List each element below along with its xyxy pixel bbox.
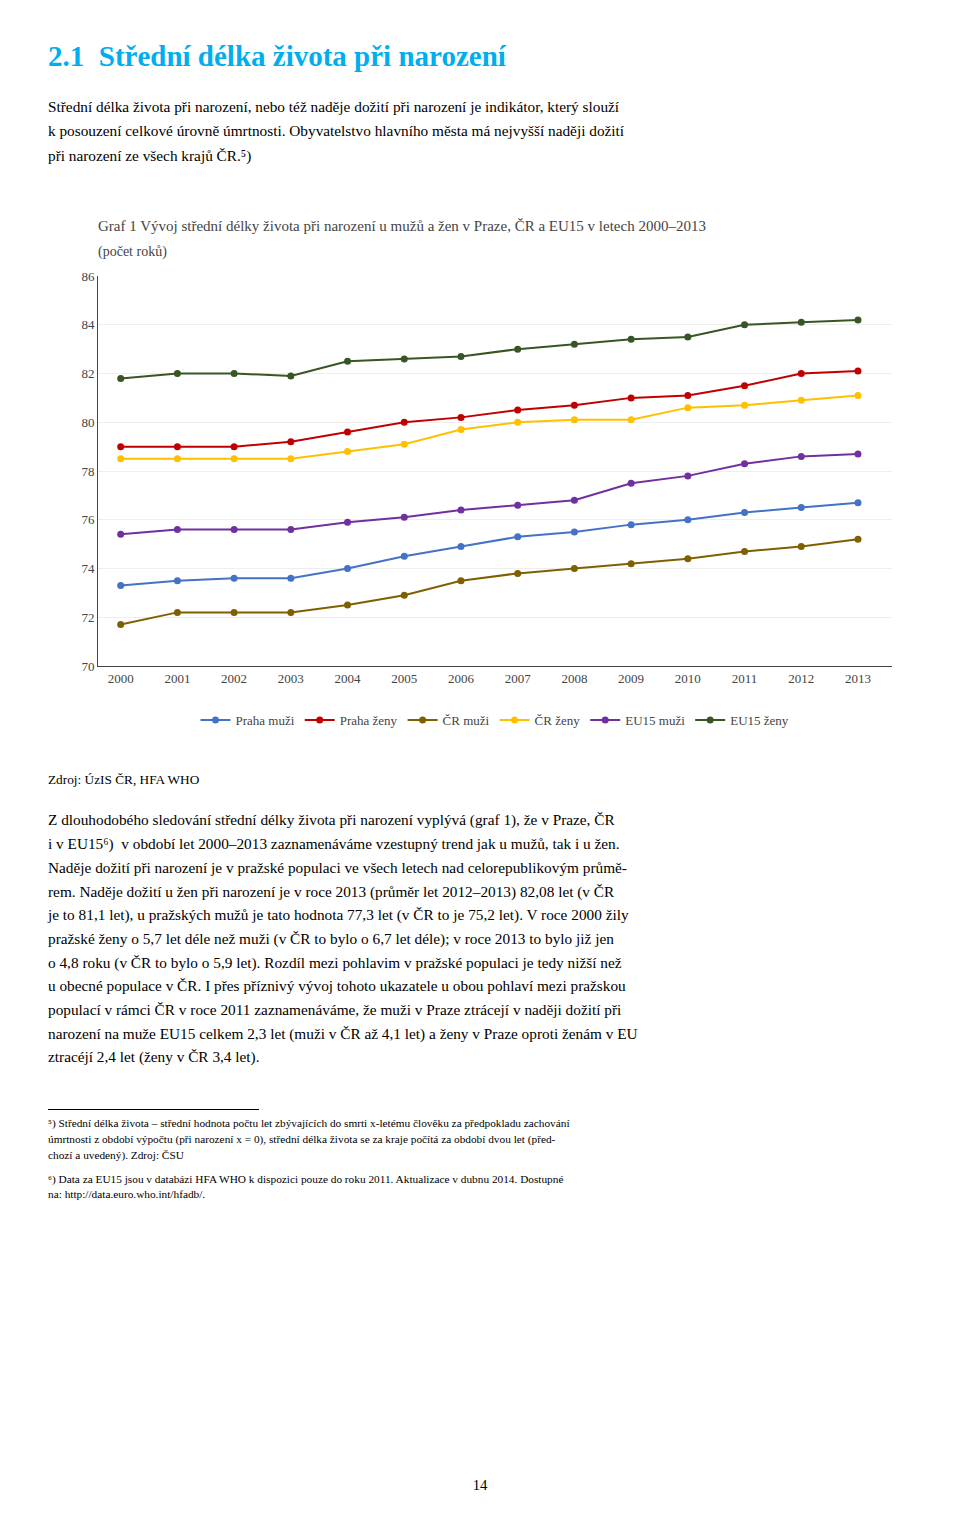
svg-text:2001: 2001	[164, 671, 190, 686]
svg-text:78: 78	[81, 464, 94, 479]
html-text:14: 14	[472, 1477, 488, 1493]
svg-text:2007: 2007	[505, 671, 532, 686]
svg-text:2003: 2003	[278, 671, 304, 686]
svg-text:70: 70	[81, 659, 94, 674]
svg-text:2000: 2000	[108, 671, 134, 686]
html-text:2.1 Střední délka života při n: 2.1 Střední délka života při narození	[48, 40, 506, 72]
svg-text:2006: 2006	[448, 671, 475, 686]
html-text:Z dlouhodobého sledování střed: Z dlouhodobého sledování střední délky ž…	[48, 811, 638, 1066]
svg-text:84: 84	[81, 318, 95, 333]
svg-text:2013: 2013	[845, 671, 871, 686]
svg-text:(počet roků): (počet roků)	[98, 245, 167, 261]
svg-text:76: 76	[81, 513, 95, 528]
svg-text:ČR muži: ČR muži	[443, 713, 490, 728]
svg-text:2005: 2005	[391, 671, 417, 686]
svg-text:Graf 1 Vývoj střední délky živ: Graf 1 Vývoj střední délky života při na…	[98, 218, 706, 234]
html-text:Zdroj: ÚzIS ČR, HFA WHO: Zdroj: ÚzIS ČR, HFA WHO	[48, 772, 200, 788]
svg-text:Praha muži: Praha muži	[236, 713, 295, 728]
svg-text:ČR ženy: ČR ženy	[535, 713, 581, 728]
html-text:⁶) Data za EU15 jsou v databáz: ⁶) Data za EU15 jsou v databázi HFA WHO …	[48, 1172, 564, 1201]
svg-text:2012: 2012	[788, 671, 814, 686]
html-text:Střední délka života při naroz: Střední délka života při narození, nebo …	[48, 98, 625, 164]
svg-text:EU15 ženy: EU15 ženy	[730, 713, 789, 728]
svg-text:74: 74	[81, 561, 95, 576]
svg-text:86: 86	[81, 269, 95, 284]
svg-text:82: 82	[81, 366, 94, 381]
svg-text:2008: 2008	[561, 671, 587, 686]
svg-text:72: 72	[81, 610, 94, 625]
svg-text:80: 80	[81, 415, 94, 430]
html-text:⁵) Střední délka života – stře: ⁵) Střední délka života – střední hodnot…	[48, 1117, 570, 1161]
svg-text:2010: 2010	[675, 671, 701, 686]
svg-text:Praha ženy: Praha ženy	[340, 713, 398, 728]
svg-text:EU15 muži: EU15 muži	[625, 713, 685, 728]
svg-text:2011: 2011	[732, 671, 758, 686]
svg-text:2009: 2009	[618, 671, 644, 686]
svg-text:2002: 2002	[221, 671, 247, 686]
svg-text:2004: 2004	[335, 671, 362, 686]
